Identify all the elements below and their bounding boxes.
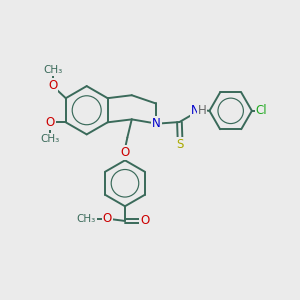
Text: O: O: [140, 214, 149, 227]
Text: N: N: [191, 104, 200, 117]
Text: H: H: [198, 104, 207, 117]
Text: O: O: [48, 79, 58, 92]
Text: Cl: Cl: [256, 104, 267, 117]
Text: CH₃: CH₃: [41, 134, 60, 144]
Text: CH₃: CH₃: [43, 65, 62, 75]
Text: CH₃: CH₃: [76, 214, 96, 224]
Text: O: O: [46, 116, 55, 129]
Text: O: O: [120, 146, 130, 159]
Text: N: N: [152, 117, 161, 130]
Text: S: S: [176, 138, 184, 151]
Text: O: O: [103, 212, 112, 225]
